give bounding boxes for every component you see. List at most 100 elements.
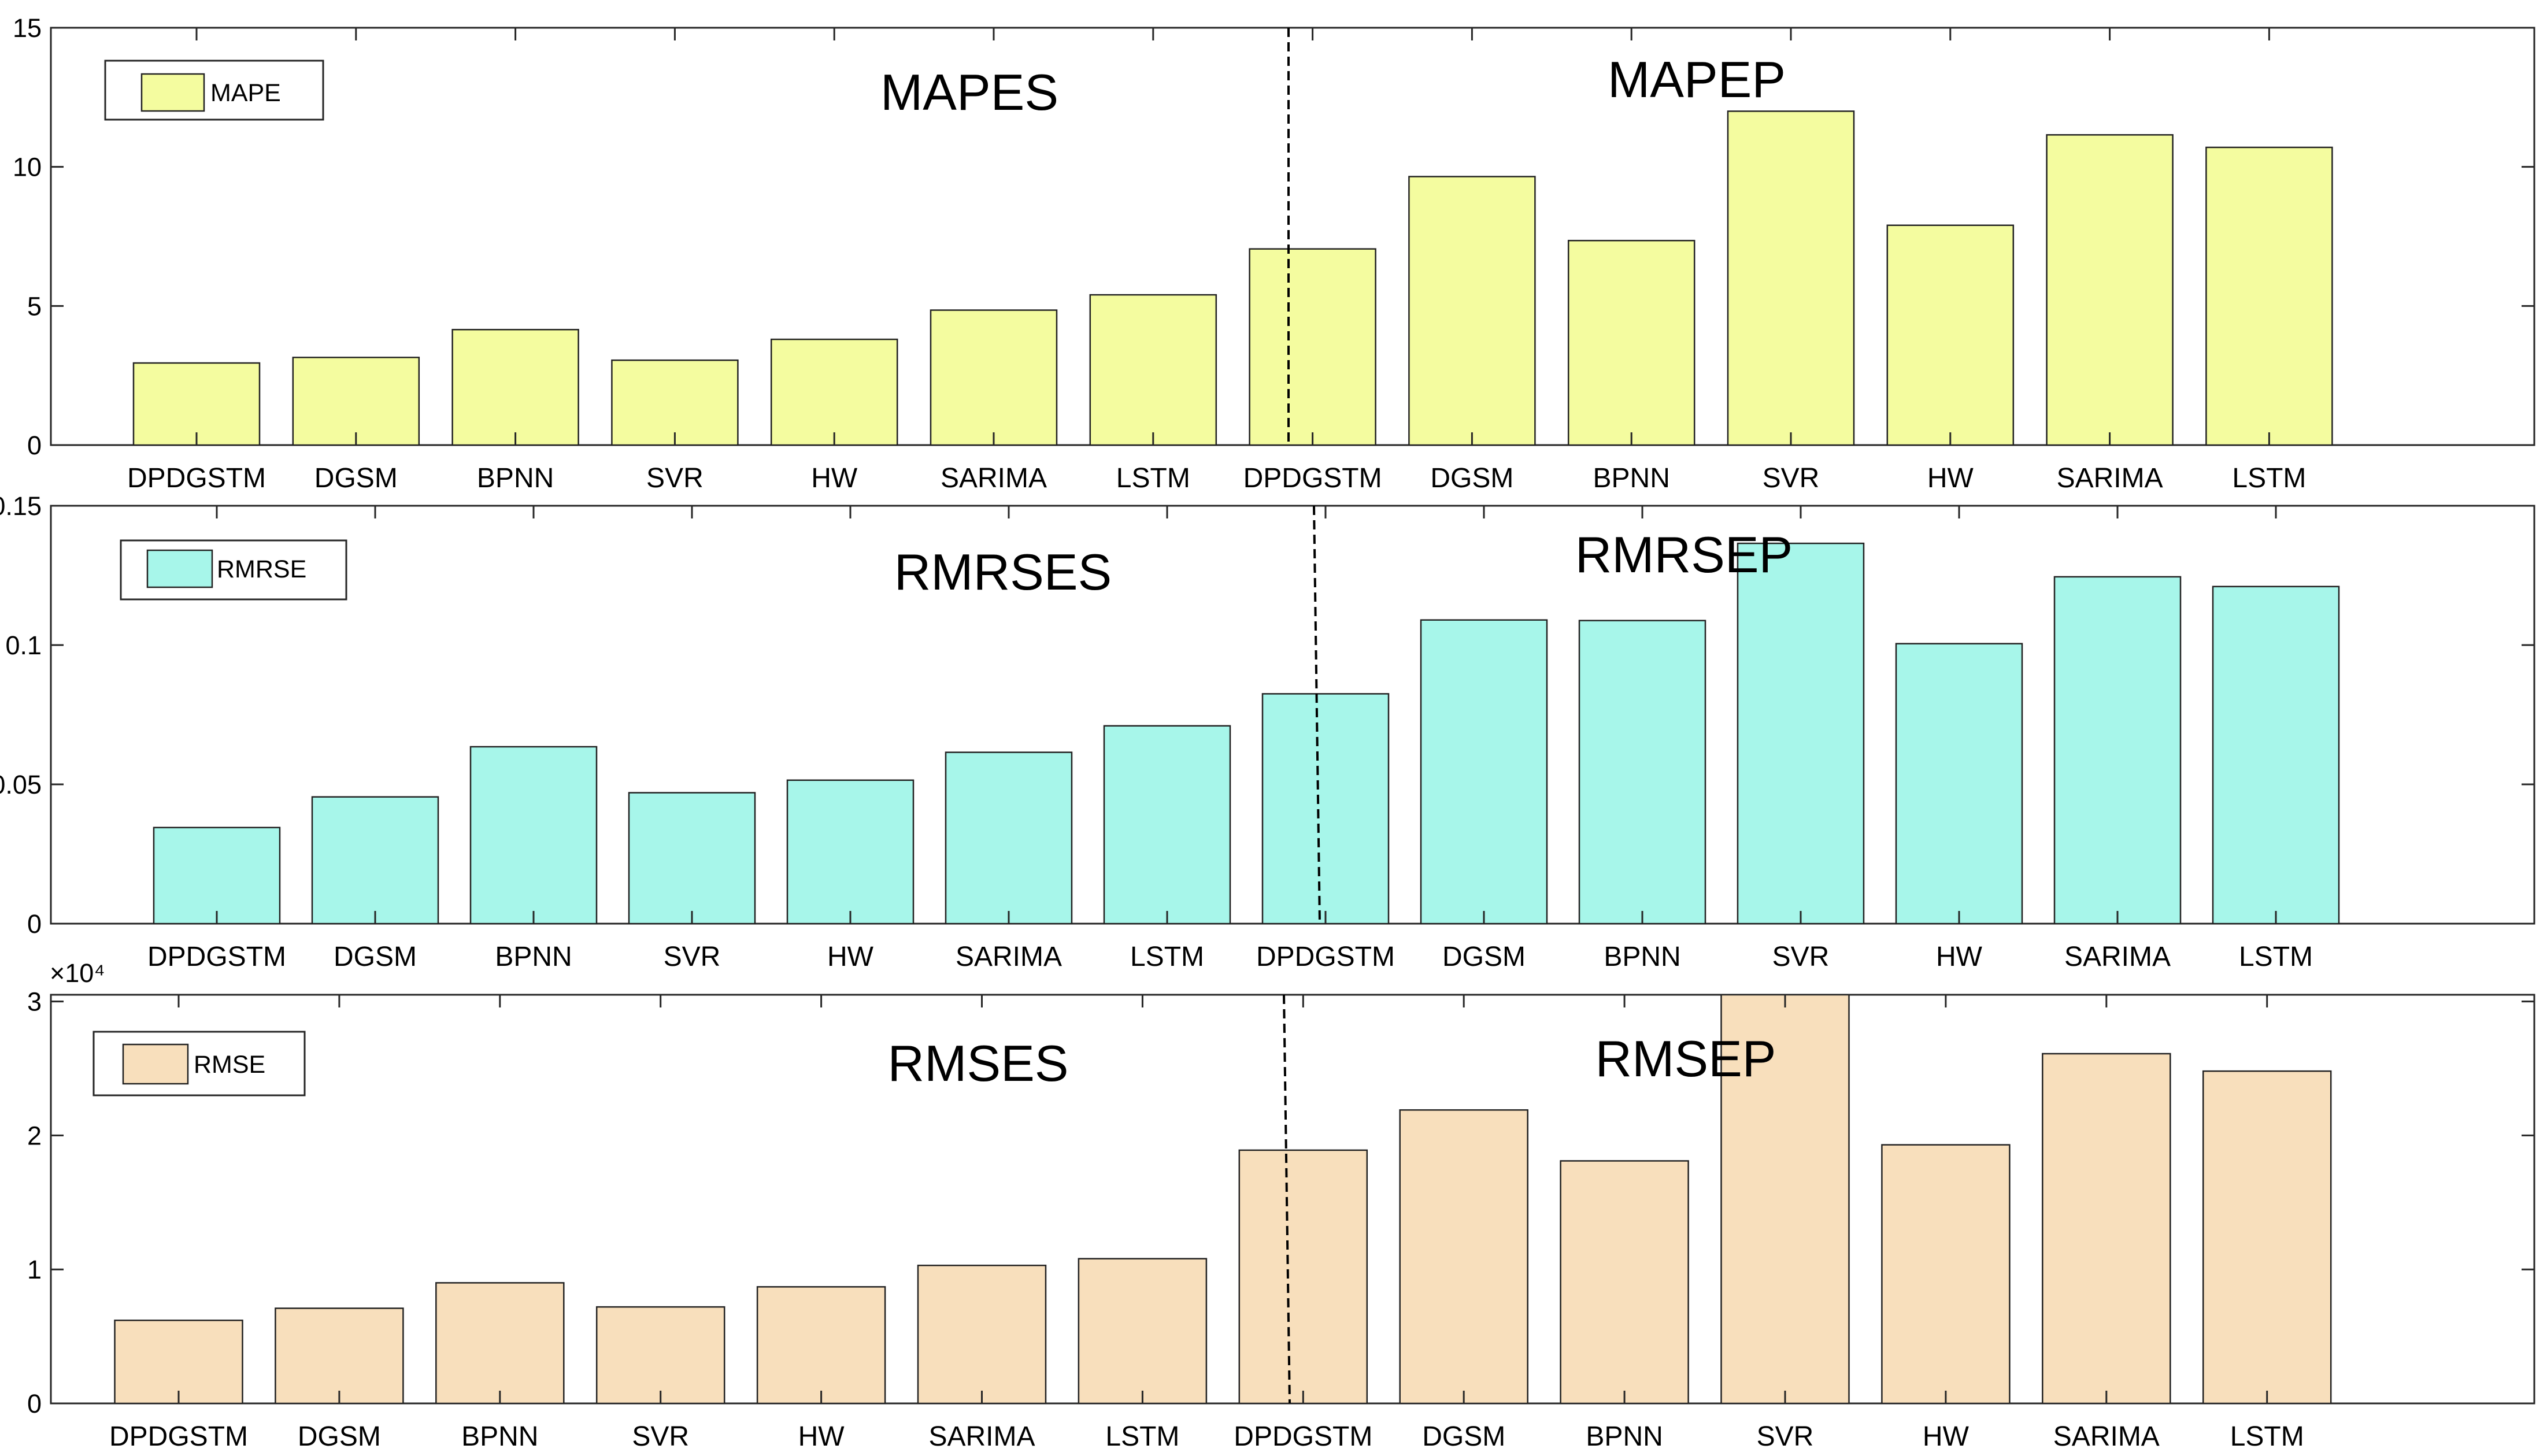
rmse-bar <box>1399 1109 1528 1405</box>
x-category-label: BPNN <box>1586 1421 1663 1452</box>
legend-label: MAPE <box>210 79 281 107</box>
rmse-bar <box>2042 1053 2171 1405</box>
rmse-bar <box>114 1320 243 1405</box>
x-category-label: HW <box>1936 942 1983 972</box>
mape-bar <box>611 359 739 446</box>
rmse-bar <box>2202 1070 2332 1405</box>
x-category-label: SVR <box>1772 942 1830 972</box>
x-category-label: BPNN <box>461 1421 538 1452</box>
x-category-label: SARIMA <box>2064 942 2171 972</box>
rmrse-bar <box>628 792 756 925</box>
x-category-label: HW <box>811 463 858 494</box>
legend-label: RMRSE <box>217 555 306 583</box>
x-category-label: BPNN <box>1593 463 1670 494</box>
x-category-label: LSTM <box>2230 1421 2304 1452</box>
rmrse-bar <box>1103 725 1231 925</box>
rmse-bar <box>1720 994 1850 1405</box>
mape-bar <box>1089 294 1217 446</box>
rmse-bar <box>595 1306 725 1405</box>
x-category-label: DPDGSTM <box>147 942 286 972</box>
rmrse-bar <box>786 779 915 925</box>
y-tick-label: 2 <box>27 1121 42 1150</box>
x-category-label: HW <box>1927 463 1974 494</box>
rmrse-bar <box>2053 576 2182 925</box>
x-category-label: DPDGSTM <box>1243 463 1382 494</box>
x-category-label: DGSM <box>1422 1421 1505 1452</box>
mape-bar <box>770 338 898 446</box>
mape-bar <box>1886 224 2015 446</box>
dashed-divider <box>1283 994 1291 1404</box>
x-category-label: HW <box>827 942 874 972</box>
rmrse-bar <box>311 796 439 925</box>
rmse-bar <box>275 1307 404 1405</box>
x-category-label: BPNN <box>495 942 572 972</box>
mape-bar <box>292 357 420 446</box>
rmrse-bar <box>1420 619 1548 925</box>
y-tick-label: 10 <box>13 153 42 182</box>
x-category-label: SVR <box>664 942 721 972</box>
legend-swatch <box>140 73 205 112</box>
legend: RMRSE <box>120 539 347 601</box>
rmse-bar <box>435 1282 565 1405</box>
x-category-label: SARIMA <box>928 1421 1035 1452</box>
y-tick-label: 0.05 <box>0 770 42 799</box>
x-category-label: DGSM <box>334 942 417 972</box>
x-category-label: DPDGSTM <box>127 463 266 494</box>
rmse-bar <box>1078 1258 1208 1405</box>
x-category-label: LSTM <box>2239 942 2313 972</box>
prediction-annotation: RMRSEP <box>1575 526 1793 583</box>
rmrse-bar <box>1261 693 1390 925</box>
x-category-label: DGSM <box>1430 463 1513 494</box>
legend-swatch <box>122 1043 189 1085</box>
x-category-label: LSTM <box>1116 463 1190 494</box>
y-tick-label: 0 <box>27 431 42 460</box>
prediction-annotation: MAPEP <box>1608 51 1786 108</box>
mape-bar <box>1249 248 1376 446</box>
x-category-label: SARIMA <box>2057 463 2163 494</box>
rmse-bar <box>1560 1160 1689 1405</box>
rmrse-bar <box>2212 586 2340 925</box>
rmse-bar <box>756 1286 886 1405</box>
x-category-label: LSTM <box>2232 463 2306 494</box>
rmse-bar <box>1238 1149 1368 1405</box>
x-category-label: SARIMA <box>956 942 1062 972</box>
y-tick-label: 0 <box>27 909 42 939</box>
y-tick-label: 3 <box>27 987 42 1017</box>
x-category-label: SVR <box>646 463 704 494</box>
legend: MAPE <box>104 60 324 121</box>
rmse-bar <box>1881 1144 2011 1405</box>
y-tick-label: 15 <box>13 13 42 43</box>
x-category-label: HW <box>1923 1421 1970 1452</box>
legend-label: RMSE <box>194 1051 265 1079</box>
mape-bar <box>1567 239 1695 446</box>
rmse-bar <box>917 1264 1047 1405</box>
x-category-label: DGSM <box>314 463 398 494</box>
legend: RMSE <box>92 1031 306 1096</box>
x-category-label: DGSM <box>298 1421 381 1452</box>
rmrse-bar <box>1578 620 1706 925</box>
x-category-label: HW <box>798 1421 845 1452</box>
simulation-annotation: RMSES <box>888 1035 1069 1092</box>
y-exponent-label: ×10⁴ <box>50 958 105 988</box>
x-category-label: BPNN <box>477 463 554 494</box>
mape-bar <box>1408 176 1536 446</box>
rmrse-bar <box>153 827 281 925</box>
mape-panel: 0 5 10 15 DPDGSTM DGSM BPNN SVR HW SARIMA LSTM DPDG… <box>13 13 2535 494</box>
mape-bar <box>132 362 261 446</box>
rmrse-bar <box>945 751 1073 925</box>
x-category-label: SARIMA <box>2053 1421 2160 1452</box>
rmrse-bar <box>1895 643 2023 925</box>
y-tick-label: 0.1 <box>5 631 42 660</box>
legend-swatch <box>146 549 213 588</box>
rmrse-bar <box>469 746 598 925</box>
x-category-label: SVR <box>1763 463 1820 494</box>
x-category-label: SVR <box>1757 1421 1814 1452</box>
rmrse-panel: 0 0.05 0.1 0.15 DPDGSTM DGSM BPNN SVR HW SARIMA LS… <box>0 491 2535 972</box>
x-category-label: DPDGSTM <box>109 1421 248 1452</box>
prediction-annotation: RMSEP <box>1595 1030 1776 1087</box>
mape-bar <box>1727 110 1855 446</box>
x-category-label: SVR <box>632 1421 689 1452</box>
x-category-label: DGSM <box>1442 942 1526 972</box>
mape-bar <box>2205 146 2333 446</box>
